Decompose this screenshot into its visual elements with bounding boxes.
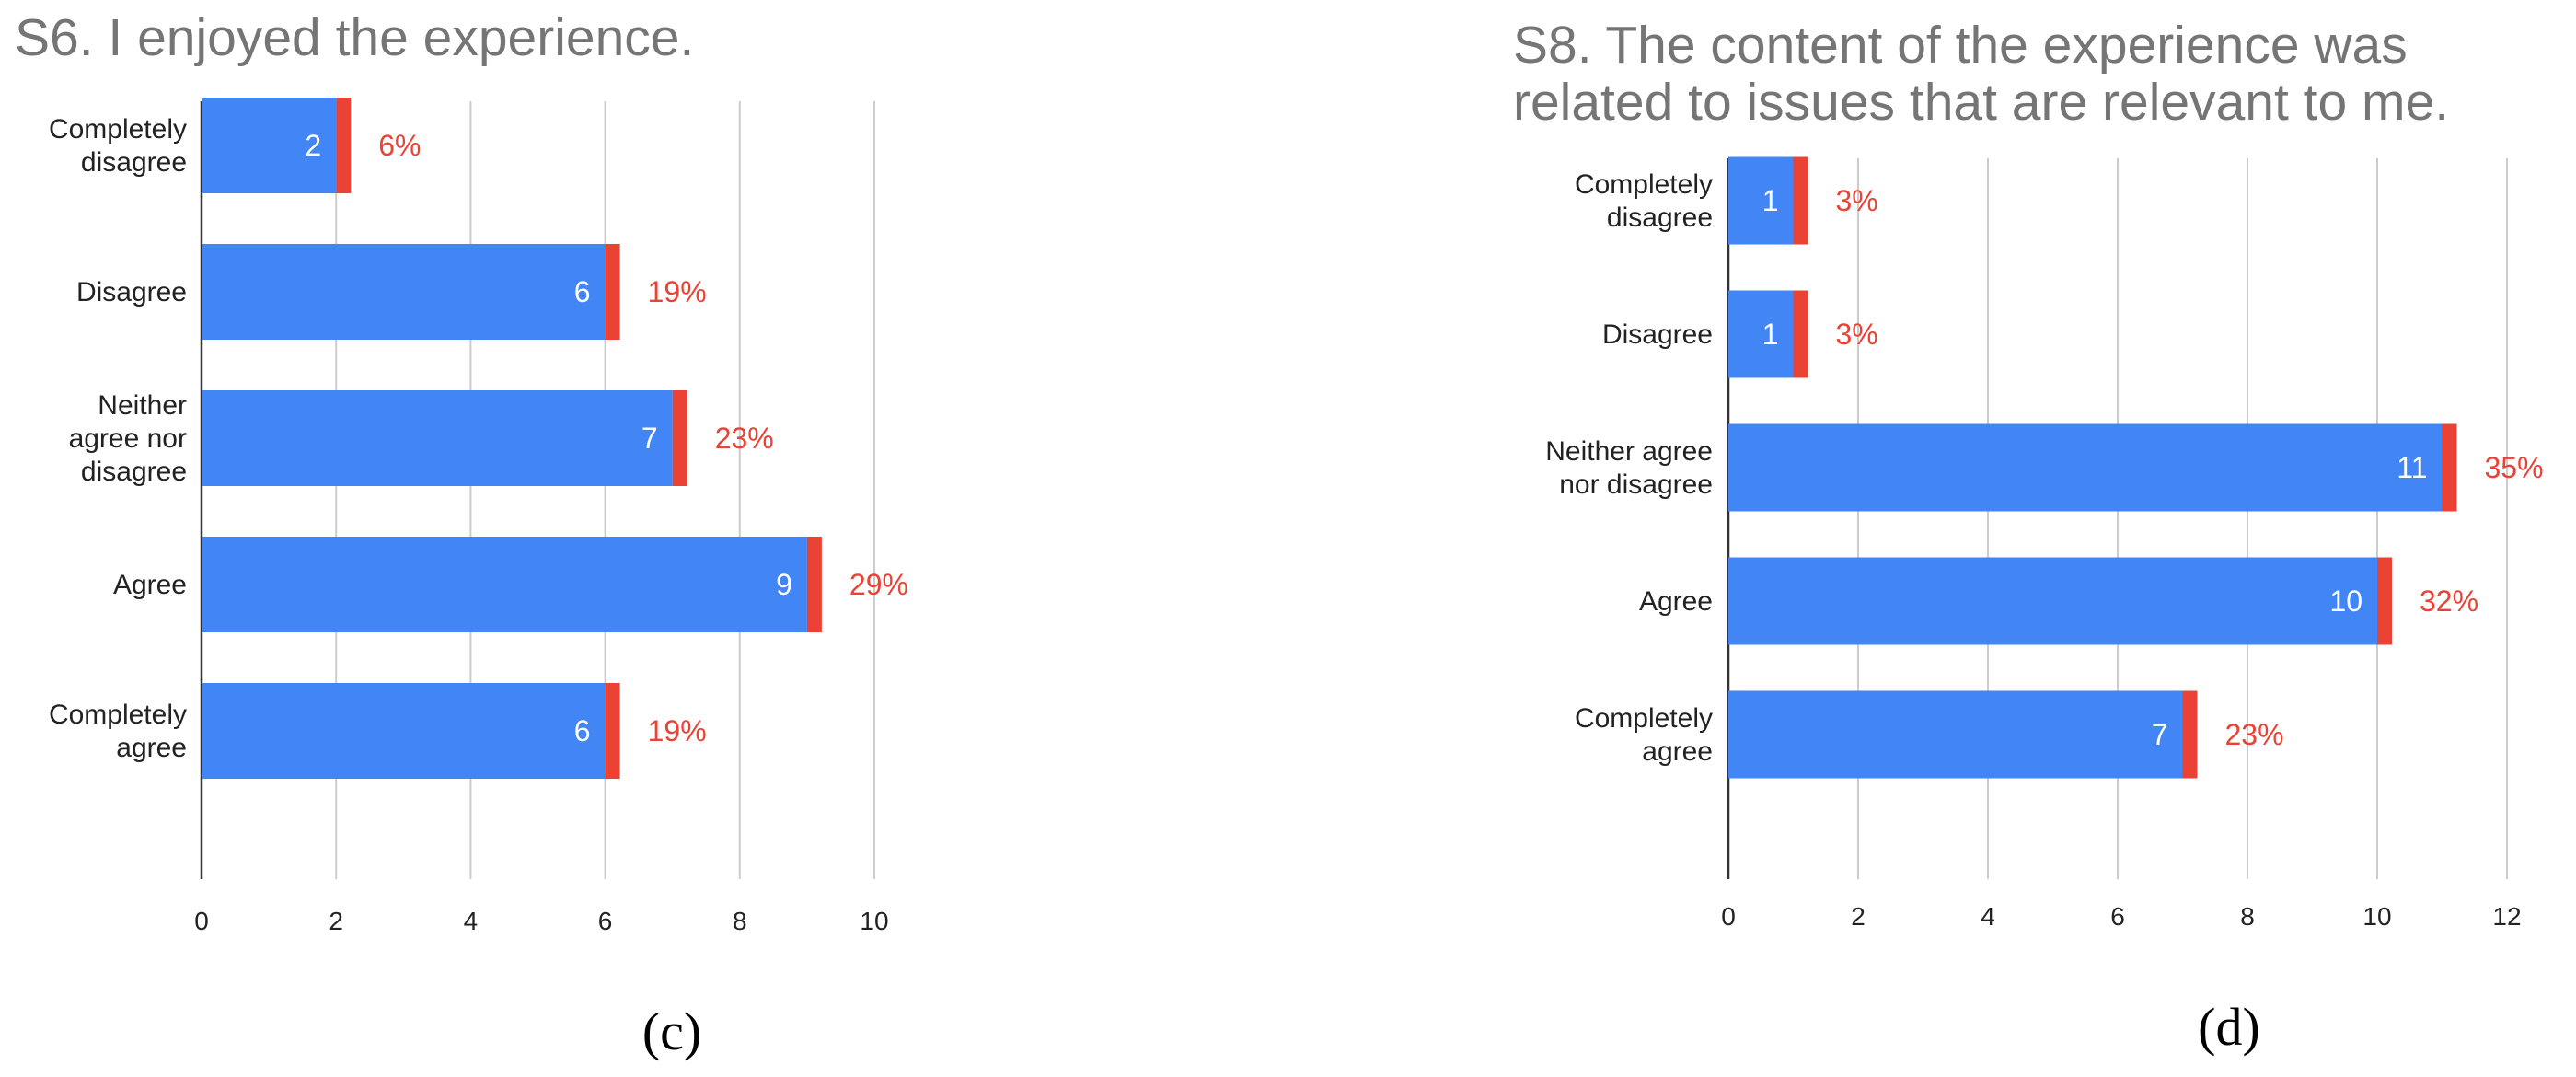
bar-accent (2442, 423, 2457, 512)
bar-value-label: 6 (574, 714, 591, 747)
bar-accent (336, 98, 352, 193)
title-line: S6. I enjoyed the experience. (15, 8, 694, 67)
bar-value-label: 9 (776, 568, 792, 601)
bar-value-label: 2 (305, 129, 321, 162)
category-label-line: Completely (1575, 169, 1713, 200)
category-label: Disagree (1602, 319, 1713, 350)
category-label-line: agree (116, 733, 187, 763)
category-label: Completely agree (1575, 703, 1713, 767)
category-label-line: disagree (81, 147, 187, 178)
x-axis-ticks: 0 2 4 6 8 10 (194, 907, 888, 935)
bar-percent-label: 3% (1836, 184, 1878, 217)
x-tick-label: 12 (2492, 902, 2521, 931)
x-tick-label: 10 (860, 907, 888, 935)
bar (202, 390, 673, 486)
bar (202, 98, 337, 193)
bar-accent (2377, 557, 2392, 645)
bar-percent-label: 19% (648, 275, 707, 308)
x-tick-label: 8 (733, 907, 747, 935)
bar (1728, 156, 1794, 245)
x-tick-label: 2 (1851, 902, 1866, 931)
x-tick-label: 2 (329, 907, 343, 935)
bar (1728, 557, 2377, 645)
category-label-line: Disagree (1602, 319, 1713, 350)
bar (1728, 290, 1794, 378)
category-label-line: Agree (113, 570, 187, 600)
category-label: Neither agree nor disagree (1545, 436, 1713, 500)
category-label-line: Completely (49, 700, 187, 730)
category-label-line: agree (1642, 736, 1713, 767)
title-line: related to issues that are relevant to m… (1513, 73, 2449, 132)
category-label: Neither agree nor disagree (69, 390, 187, 487)
bar-value-label: 1 (1762, 184, 1779, 217)
category-label: Completely disagree (1575, 169, 1713, 233)
category-label: Agree (1639, 586, 1713, 617)
chart-s6-enjoyed: S6. I enjoyed the experience. 2 6% 6 19% 7 23… (15, 8, 908, 1061)
category-label-line: Neither agree (1545, 436, 1713, 467)
bar-accent (1793, 156, 1808, 245)
x-axis-ticks: 0 2 4 6 8 10 12 (1721, 902, 2521, 931)
bar-accent (605, 683, 620, 779)
bar-percent-label: 23% (2225, 718, 2284, 751)
bar-value-label: 7 (2152, 718, 2168, 751)
bar-percent-label: 19% (648, 714, 707, 747)
bar-accent (2182, 690, 2198, 779)
bar-value-label: 7 (641, 422, 658, 455)
bar-percent-label: 32% (2420, 585, 2478, 618)
bars: 1 3% 1 3% 11 35% 10 32% 7 23% (1728, 156, 2544, 779)
category-label: Completely agree (49, 700, 187, 763)
category-label-line: Agree (1639, 586, 1713, 617)
category-label-line: Disagree (76, 277, 187, 307)
category-label: Disagree (76, 277, 187, 307)
bar-percent-label: 23% (715, 422, 774, 455)
chart-title: S6. I enjoyed the experience. (15, 8, 694, 67)
chart-title: S8. The content of the experience was rel… (1513, 16, 2449, 132)
bar (1728, 423, 2443, 512)
x-tick-label: 8 (2240, 902, 2255, 931)
panel-label: (c) (642, 1002, 701, 1061)
bar-percent-label: 3% (1836, 318, 1878, 351)
bar (202, 244, 606, 340)
x-tick-label: 10 (2362, 902, 2391, 931)
bar-percent-label: 29% (849, 568, 908, 601)
bar (202, 537, 807, 632)
category-label-line: Completely (49, 114, 187, 145)
title-line: S8. The content of the experience was (1513, 16, 2408, 75)
bar-accent (806, 537, 822, 632)
category-label-line: Neither (98, 390, 187, 421)
x-tick-label: 4 (464, 907, 479, 935)
x-tick-label: 6 (598, 907, 613, 935)
category-label-line: disagree (1607, 203, 1713, 233)
panel-label: (d) (2198, 997, 2260, 1057)
bar-accent (1793, 290, 1808, 378)
category-label-line: disagree (81, 457, 187, 487)
bar-accent (605, 244, 620, 340)
category-label-line: nor disagree (1559, 469, 1713, 500)
bar-value-label: 11 (2397, 451, 2427, 484)
bar-percent-label: 6% (378, 129, 421, 162)
category-label-line: agree nor (69, 423, 187, 454)
x-tick-label: 4 (1981, 902, 1995, 931)
category-label: Completely disagree (49, 114, 187, 178)
bars: 2 6% 6 19% 7 23% 9 29% 6 19% (202, 98, 908, 779)
bar-accent (672, 390, 687, 486)
category-label-line: Completely (1575, 703, 1713, 734)
bar-value-label: 10 (2329, 585, 2362, 618)
bar-percent-label: 35% (2485, 451, 2544, 484)
x-tick-label: 6 (2110, 902, 2125, 931)
category-label: Agree (113, 570, 187, 600)
x-tick-label: 0 (1721, 902, 1736, 931)
bar-value-label: 6 (574, 275, 591, 308)
chart-s8-relevant-content: S8. The content of the experience was rel… (1513, 16, 2544, 1057)
bar-value-label: 1 (1762, 318, 1779, 351)
bar (1728, 690, 2183, 779)
bar (202, 683, 606, 779)
x-tick-label: 0 (194, 907, 209, 935)
